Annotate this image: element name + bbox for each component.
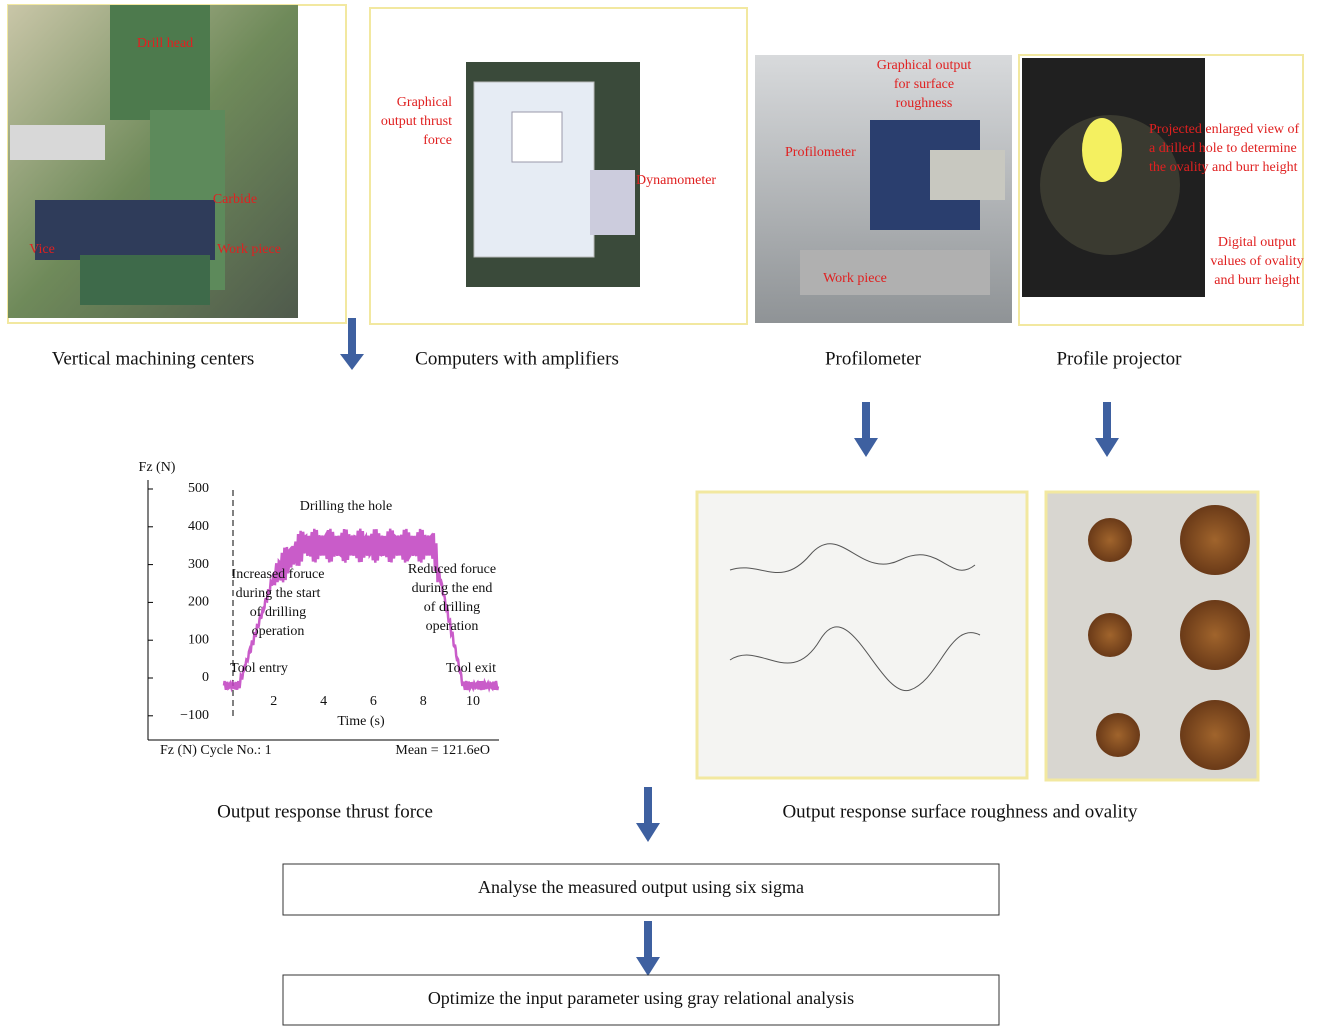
y-tick-label: 100: [188, 632, 209, 647]
diagram: Vertical machining centers Drill head Carb…: [0, 0, 1333, 1026]
plot-annotation: operation: [426, 619, 479, 634]
photo-label: the ovality and burr height: [1149, 160, 1298, 175]
output-caption: Output response thrust force: [217, 801, 433, 822]
photo-label: and burr height: [1214, 273, 1300, 288]
holes-photo: [1046, 492, 1258, 780]
x-tick-label: 2: [270, 694, 277, 709]
x-label: Time (s): [337, 714, 385, 729]
plot-annotation: Reduced foruce: [408, 562, 496, 577]
plot-annotation: Tool exit: [446, 661, 496, 676]
photo-1: [8, 5, 346, 323]
photo-caption: Computers with amplifiers: [415, 348, 619, 369]
y-tick-label: 300: [188, 557, 209, 572]
y-tick-label: 400: [188, 519, 209, 534]
footer: Mean = 121.6eO: [395, 743, 490, 758]
photo-label: roughness: [896, 96, 953, 111]
photo-2: [370, 8, 747, 324]
plot-annotation: Tool entry: [230, 661, 288, 676]
plot-annotation: of drilling: [424, 600, 480, 615]
photo-label: Profilometer: [785, 145, 856, 160]
x-tick-label: 8: [420, 694, 427, 709]
photo-caption: Profilometer: [825, 348, 922, 369]
photo-label: for surface: [894, 77, 954, 92]
output-caption: Output response surface roughness and ov…: [782, 801, 1138, 822]
photo-label: Work piece: [217, 242, 281, 257]
photo-label: Digital output: [1218, 235, 1296, 250]
roughness-photo: [697, 492, 1027, 778]
y-tick-label: −100: [180, 708, 209, 723]
photo-label: values of ovality: [1210, 254, 1303, 269]
y-tick-label: 500: [188, 481, 209, 496]
step-text: Optimize the input parameter using gray …: [428, 988, 854, 1008]
photo-label: Dynamometer: [636, 173, 716, 188]
photo-label: Graphical output: [877, 58, 972, 73]
photo-label: Graphical: [397, 95, 452, 110]
plot-annotation: Drilling the hole: [300, 499, 393, 514]
photo-label: a drilled hole to determine: [1149, 141, 1297, 156]
x-tick-label: 6: [370, 694, 377, 709]
y-label: Fz (N): [139, 460, 176, 475]
plot-annotation: Increased foruce: [232, 567, 325, 582]
photo-label: output thrust: [381, 114, 452, 129]
photo-label: Carbide: [213, 192, 257, 207]
photo-caption: Vertical machining centers: [52, 348, 255, 369]
photo-caption: Profile projector: [1056, 348, 1182, 369]
photo-label: Vice: [29, 242, 55, 257]
plot-annotation: during the start: [236, 586, 321, 601]
step-text: Analyse the measured output using six si…: [478, 877, 804, 897]
photo-label: Work piece: [823, 271, 887, 286]
plot-annotation: operation: [252, 624, 305, 639]
photo-label: Projected enlarged view of: [1149, 122, 1300, 137]
plot-annotation: of drilling: [250, 605, 306, 620]
x-tick-label: 10: [466, 694, 480, 709]
plot-annotation: during the end: [412, 581, 493, 596]
footer: Fz (N) Cycle No.: 1: [160, 743, 272, 758]
photo-label: Drill head: [137, 36, 193, 51]
photo-label: force: [423, 133, 452, 148]
y-tick-label: 0: [202, 670, 209, 685]
x-tick-label: 4: [320, 694, 327, 709]
y-tick-label: 200: [188, 595, 209, 610]
